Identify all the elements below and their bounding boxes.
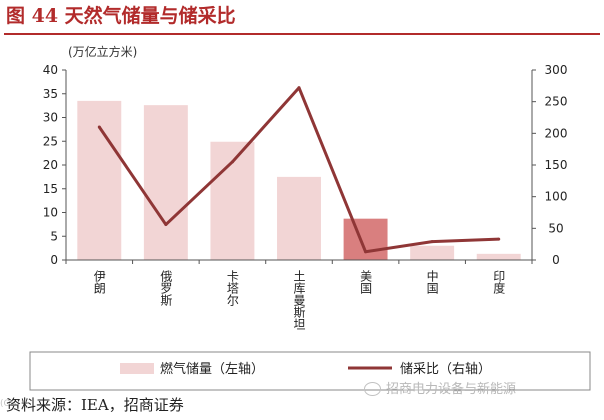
x-tick-label: 印度 bbox=[492, 270, 506, 294]
line-point-2 bbox=[164, 223, 168, 227]
bar-4 bbox=[277, 176, 321, 260]
right-tick-label: 200 bbox=[545, 126, 568, 140]
source-note: 资料来源：IEA，招商证券 bbox=[6, 396, 184, 414]
reserves-chart: (万亿立方米) 0 5 10 15 20 25 30 35 40 0 50 100 150 200 250 3… bbox=[29, 44, 591, 391]
left-tick-label: 40 bbox=[43, 63, 58, 77]
bar-6 bbox=[410, 245, 455, 260]
left-tick-label: 20 bbox=[43, 158, 58, 172]
left-tick-label: 15 bbox=[43, 182, 58, 196]
legend-label-line: 储采比（右轴） bbox=[400, 362, 491, 377]
legend-label-bar: 燃气储量（左轴） bbox=[160, 361, 264, 377]
line-point-4 bbox=[297, 86, 301, 90]
bar-5 bbox=[343, 218, 388, 260]
x-tick-label: 土库曼斯坦 bbox=[292, 270, 306, 330]
line-point-5 bbox=[364, 250, 368, 254]
line-point-3 bbox=[230, 160, 234, 164]
watermark: 招商电力设备与新能源 bbox=[364, 380, 516, 400]
line-point-7 bbox=[497, 237, 501, 241]
left-tick-label: 10 bbox=[43, 206, 58, 220]
right-tick-label: 0 bbox=[552, 253, 560, 267]
x-tick-label: 伊朗 bbox=[92, 270, 106, 294]
x-tick-label: 美国 bbox=[359, 270, 373, 294]
bar-3 bbox=[210, 141, 255, 260]
watermark-left: (OS) bbox=[0, 399, 20, 409]
plot-area: 0 5 10 15 20 25 30 35 40 0 50 100 150 200 250 300 伊朗 俄罗斯 卡… bbox=[43, 63, 568, 330]
x-tick-label: 中国 bbox=[425, 269, 439, 294]
wechat-icon bbox=[364, 381, 381, 396]
bar-1 bbox=[77, 100, 122, 260]
bar-7 bbox=[476, 253, 521, 260]
title-divider bbox=[4, 33, 600, 35]
x-tick-label: 俄罗斯 bbox=[159, 270, 173, 307]
x-tick-label: 卡塔尔 bbox=[225, 270, 239, 306]
unit-label: (万亿立方米) bbox=[68, 44, 137, 59]
bar-2 bbox=[143, 105, 188, 261]
legend-swatch-bar bbox=[120, 363, 154, 374]
watermark-text: 招商电力设备与新能源 bbox=[386, 382, 517, 397]
left-tick-label: 25 bbox=[43, 134, 58, 148]
right-tick-label: 250 bbox=[545, 95, 568, 109]
left-tick-label: 0 bbox=[50, 253, 58, 267]
left-tick-label: 30 bbox=[43, 111, 58, 125]
right-tick-label: 50 bbox=[548, 221, 563, 235]
left-tick-label: 5 bbox=[50, 229, 58, 243]
right-tick-label: 150 bbox=[545, 158, 568, 172]
figure-title: 图 44 天然气储量与储采比 bbox=[6, 5, 236, 27]
line-point-1 bbox=[97, 125, 101, 129]
right-tick-label: 100 bbox=[545, 190, 568, 204]
line-point-6 bbox=[430, 240, 434, 244]
right-tick-label: 300 bbox=[545, 63, 568, 77]
left-tick-label: 35 bbox=[43, 87, 58, 101]
